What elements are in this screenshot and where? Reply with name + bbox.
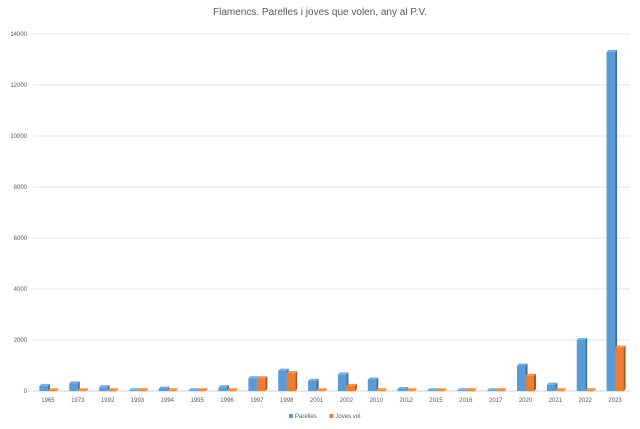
bar-joves-2010 xyxy=(376,388,387,391)
y-tick-label: 4000 xyxy=(14,287,28,293)
x-tick-label: 1992 xyxy=(101,398,115,404)
bar-parelles-1973 xyxy=(69,381,80,391)
legend-label: Parelles xyxy=(295,414,317,420)
bar-parelles-2021 xyxy=(546,382,558,391)
bar-joves-1993 xyxy=(137,388,148,391)
y-axis-ticks: 0 2000 4000 6000 8000 10000 12000 14000 xyxy=(10,32,27,395)
x-tick-label: 2012 xyxy=(399,398,413,404)
x-tick-label: 2020 xyxy=(519,398,533,404)
x-tick-label: 1996 xyxy=(220,398,234,404)
x-tick-label: 1993 xyxy=(131,398,145,404)
bar-joves-1996 xyxy=(227,388,238,391)
bar-parelles-1996 xyxy=(218,385,230,391)
bar-joves-2016 xyxy=(465,388,477,391)
x-tick-label: 1998 xyxy=(280,398,294,404)
legend: Parelles Joves vol. xyxy=(289,414,362,420)
y-tick-label: 0 xyxy=(24,389,28,395)
bar-parelles-2022 xyxy=(576,338,588,391)
x-tick-label: 1965 xyxy=(41,398,55,404)
bar-parelles-1965 xyxy=(39,383,50,391)
x-tick-label: 1997 xyxy=(250,398,264,404)
bar-joves-2002 xyxy=(346,383,357,391)
bar-joves-1994 xyxy=(167,388,178,391)
legend-item-joves: Joves vol. xyxy=(329,414,362,420)
bar-parelles-2010 xyxy=(367,377,379,391)
bar-joves-1998 xyxy=(286,371,298,391)
bar-joves-2015 xyxy=(435,388,447,391)
bar-parelles-2001 xyxy=(308,378,319,391)
bar-joves-2022 xyxy=(585,388,596,391)
x-tick-label: 2002 xyxy=(340,398,354,404)
bar-joves-1973 xyxy=(77,388,89,391)
legend-item-parelles: Parelles xyxy=(289,414,317,420)
x-tick-label: 2010 xyxy=(370,398,384,404)
bar-joves-2012 xyxy=(406,388,417,391)
y-tick-label: 6000 xyxy=(14,236,28,242)
x-tick-label: 2023 xyxy=(608,398,622,404)
x-tick-label: 2001 xyxy=(310,398,324,404)
bar-joves-2001 xyxy=(316,388,328,391)
legend-swatch xyxy=(289,414,293,418)
bar-joves-1965 xyxy=(47,388,59,391)
bar-joves-1997 xyxy=(256,376,268,391)
x-tick-label: 1994 xyxy=(161,398,175,404)
bar-parelles-1992 xyxy=(99,385,110,391)
bars xyxy=(39,49,626,391)
y-tick-label: 8000 xyxy=(14,185,28,191)
gridlines xyxy=(33,33,630,392)
x-tick-label: 2017 xyxy=(489,398,503,404)
bar-joves-2023 xyxy=(615,345,626,391)
y-tick-label: 10000 xyxy=(10,134,27,140)
x-tick-label: 2022 xyxy=(579,398,593,404)
x-tick-label: 2021 xyxy=(549,398,563,404)
bar-joves-2021 xyxy=(555,388,566,391)
bar-parelles-2023 xyxy=(606,49,618,391)
chart-title: Flamencs. Parelles i joves que volen, an… xyxy=(213,7,427,18)
x-tick-label: 2015 xyxy=(429,398,443,404)
y-tick-label: 2000 xyxy=(14,338,28,344)
y-tick-label: 12000 xyxy=(10,83,27,89)
x-tick-label: 1973 xyxy=(71,398,85,404)
legend-swatch xyxy=(329,414,334,418)
legend-label: Joves vol. xyxy=(335,414,362,420)
bar-joves-2017 xyxy=(495,388,507,391)
bar-joves-1995 xyxy=(197,388,208,391)
x-tick-label: 2016 xyxy=(459,398,473,404)
bar-joves-2020 xyxy=(525,373,537,391)
x-axis-ticks: 1965 1973 1992 1993 1994 1995 1996 1997 1998 2001… xyxy=(41,398,622,404)
y-tick-label: 14000 xyxy=(10,32,27,38)
x-tick-label: 1995 xyxy=(190,398,204,404)
bar-joves-1992 xyxy=(107,388,119,391)
